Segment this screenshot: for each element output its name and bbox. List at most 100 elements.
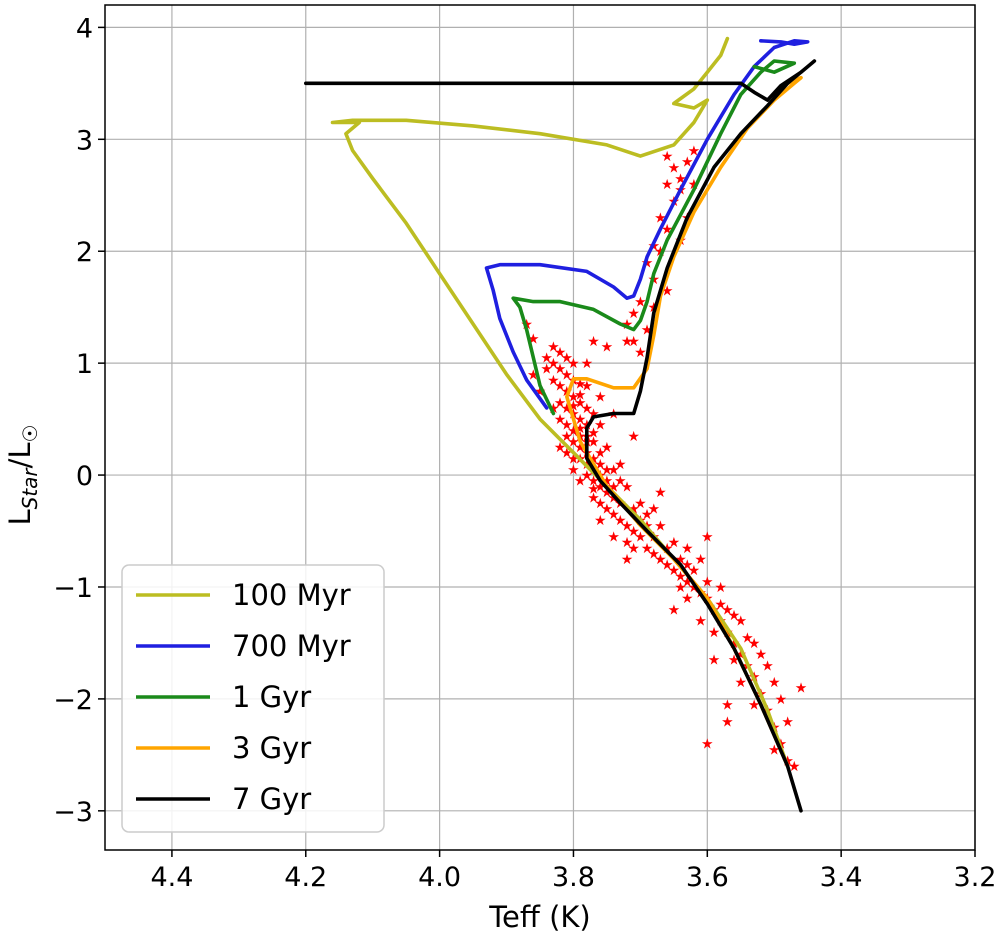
data-point-star: ★ bbox=[614, 513, 627, 529]
data-point-star: ★ bbox=[668, 563, 681, 579]
data-point-star: ★ bbox=[795, 681, 808, 697]
legend-label: 700 Myr bbox=[232, 629, 351, 663]
data-point-star: ★ bbox=[554, 362, 567, 378]
series-line-700-myr bbox=[484, 39, 810, 410]
data-point-star: ★ bbox=[621, 479, 634, 495]
data-point-star: ★ bbox=[567, 434, 580, 450]
data-point-star: ★ bbox=[567, 462, 580, 478]
data-point-star: ★ bbox=[654, 518, 667, 534]
y-tick-label: 4 bbox=[76, 13, 93, 44]
scatter-layer: ★★★★★★★★★★★★★★★★★★★★★★★★★★★★★★★★★★★★★★★★… bbox=[520, 143, 807, 775]
data-point-star: ★ bbox=[661, 177, 674, 193]
data-point-star: ★ bbox=[721, 714, 734, 730]
data-point-star: ★ bbox=[681, 541, 694, 557]
legend-label: 1 Gyr bbox=[232, 680, 311, 714]
data-point-star: ★ bbox=[540, 351, 553, 367]
legend: 100 Myr 700 Myr 1 Gyr 3 Gyr 7 Gyr bbox=[121, 564, 385, 833]
data-point-star: ★ bbox=[581, 401, 594, 417]
data-point-star: ★ bbox=[587, 334, 600, 350]
data-point-star: ★ bbox=[701, 737, 714, 753]
data-point-star: ★ bbox=[748, 698, 761, 714]
legend-box bbox=[121, 564, 385, 833]
data-point-star: ★ bbox=[587, 434, 600, 450]
data-point-star: ★ bbox=[627, 334, 640, 350]
data-point-star: ★ bbox=[554, 345, 567, 361]
series-line-7-gyr bbox=[304, 59, 817, 813]
data-point-star: ★ bbox=[654, 485, 667, 501]
y-axis-label: LStar/L☉ bbox=[3, 424, 42, 525]
x-tick-label: 3.8 bbox=[552, 862, 595, 893]
series-line-1-gyr bbox=[511, 59, 797, 416]
data-point-star: ★ bbox=[621, 552, 634, 568]
data-point-star: ★ bbox=[761, 658, 774, 674]
y-tick-label: 3 bbox=[76, 125, 93, 156]
y-tick-label: −3 bbox=[53, 797, 93, 828]
data-point-star: ★ bbox=[741, 630, 754, 646]
data-point-star: ★ bbox=[601, 339, 614, 355]
x-axis-label: Teff (K) bbox=[488, 900, 590, 934]
data-point-star: ★ bbox=[601, 440, 614, 456]
data-point-star: ★ bbox=[581, 468, 594, 484]
y-tick-label: −1 bbox=[53, 573, 93, 604]
x-tick-label: 3.6 bbox=[686, 862, 729, 893]
data-point-star: ★ bbox=[560, 351, 573, 367]
y-axis-label-suffix: /L bbox=[3, 442, 37, 468]
data-point-star: ★ bbox=[601, 462, 614, 478]
legend-label: 100 Myr bbox=[232, 578, 351, 612]
data-point-star: ★ bbox=[594, 446, 607, 462]
data-point-star: ★ bbox=[701, 574, 714, 590]
data-point-star: ★ bbox=[641, 541, 654, 557]
data-point-star: ★ bbox=[748, 636, 761, 652]
data-point-star: ★ bbox=[661, 558, 674, 574]
data-point-star: ★ bbox=[627, 524, 640, 540]
data-point-star: ★ bbox=[581, 379, 594, 395]
data-point-star: ★ bbox=[581, 356, 594, 372]
y-tick-label: 1 bbox=[76, 349, 93, 380]
data-point-star: ★ bbox=[694, 552, 707, 568]
data-point-star: ★ bbox=[574, 412, 587, 428]
data-point-star: ★ bbox=[654, 552, 667, 568]
data-point-star: ★ bbox=[708, 625, 721, 641]
data-point-star: ★ bbox=[574, 474, 587, 490]
data-point-star: ★ bbox=[701, 530, 714, 546]
x-tick-label: 4.2 bbox=[284, 862, 327, 893]
data-point-star: ★ bbox=[634, 496, 647, 512]
x-tick-label: 3.4 bbox=[820, 862, 863, 893]
data-point-star: ★ bbox=[734, 614, 747, 630]
data-point-star: ★ bbox=[560, 418, 573, 434]
data-point-star: ★ bbox=[547, 356, 560, 372]
data-point-star: ★ bbox=[661, 149, 674, 165]
x-tick-label: 4.0 bbox=[418, 862, 461, 893]
data-point-star: ★ bbox=[621, 334, 634, 350]
data-point-star: ★ bbox=[567, 356, 580, 372]
x-tick-label: 3.2 bbox=[954, 862, 997, 893]
data-point-star: ★ bbox=[634, 530, 647, 546]
data-point-star: ★ bbox=[587, 407, 600, 423]
data-point-star: ★ bbox=[594, 390, 607, 406]
data-point-star: ★ bbox=[641, 507, 654, 523]
data-point-star: ★ bbox=[621, 535, 634, 551]
legend-label: 7 Gyr bbox=[232, 782, 311, 816]
data-point-star: ★ bbox=[714, 580, 727, 596]
data-point-star: ★ bbox=[647, 502, 660, 518]
y-axis-label-sub: Star bbox=[18, 467, 42, 510]
grid-layer bbox=[105, 5, 976, 850]
data-point-star: ★ bbox=[601, 502, 614, 518]
data-point-star: ★ bbox=[574, 395, 587, 411]
data-point-star: ★ bbox=[594, 513, 607, 529]
data-point-star: ★ bbox=[607, 507, 620, 523]
data-point-star: ★ bbox=[781, 714, 794, 730]
y-tick-label: 0 bbox=[76, 461, 93, 492]
data-point-star: ★ bbox=[587, 481, 600, 497]
data-point-star: ★ bbox=[668, 602, 681, 618]
y-axis-label-main: L bbox=[3, 509, 37, 525]
data-point-star: ★ bbox=[674, 580, 687, 596]
data-point-star: ★ bbox=[788, 759, 801, 775]
data-point-star: ★ bbox=[540, 362, 553, 378]
data-point-star: ★ bbox=[627, 306, 640, 322]
data-point-star: ★ bbox=[668, 160, 681, 176]
y-axis-label-sun-symbol: ☉ bbox=[18, 424, 42, 442]
data-point-star: ★ bbox=[681, 591, 694, 607]
data-point-star: ★ bbox=[734, 675, 747, 691]
